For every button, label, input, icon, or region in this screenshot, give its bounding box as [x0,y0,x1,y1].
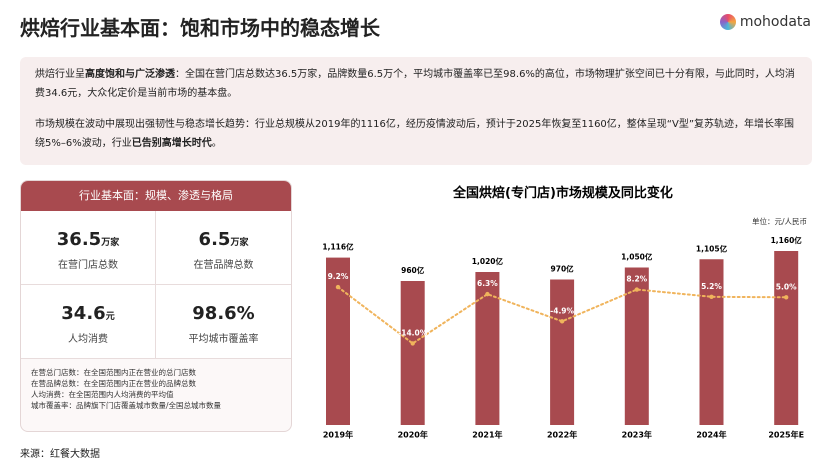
bar-value-label: 1,116亿 [322,242,354,252]
growth-label: 5.2% [701,282,722,291]
growth-label: 8.2% [626,275,647,284]
note: 城市覆盖率：品牌旗下门店覆盖城市数量/全国总城市数量 [31,401,222,410]
stat-value: 36.5 [56,229,102,250]
growth-point [335,284,341,290]
growth-point [784,295,789,300]
text: 烘焙行业呈 [35,69,85,80]
bar-value-label: 1,160亿 [771,235,803,245]
bar-value-label: 1,105亿 [696,243,728,253]
stat-cell: 6.5万家在营品牌总数 [156,211,291,285]
bar-value-label: 1,050亿 [621,252,653,262]
x-tick-label: 2022年 [547,430,577,440]
chart-title: 全国烘焙(专门店)市场规模及同比变化 [452,185,673,201]
bar [774,251,799,425]
bar-value-label: 1,020亿 [472,256,504,266]
growth-label: 5.0% [776,282,797,291]
bar [326,257,350,425]
stat-label: 在营门店总数 [58,260,118,271]
growth-label: -14.0% [398,328,428,337]
note: 在营总门店数：在全国范围内正在营业的总门店数 [31,368,196,377]
x-tick-label: 2024年 [696,430,726,440]
text: ：全国在营门店总数达36.5万家，品牌数量6.5万个，平均城市覆盖率已至98.6… [35,69,795,99]
note: 人均消费：在全国范围内人均消费的平均值 [31,390,174,399]
unit-note: 单位：元/人民币 [752,216,807,226]
x-tick-label: 2023年 [622,430,652,440]
bar [400,281,425,425]
stat-value-row: 34.6元 [21,303,155,324]
page-title: 烘焙行业基本面：饱和市场中的稳态增长 [20,16,380,40]
summary-box: 烘焙行业呈高度饱和与广泛渗透：全国在营门店总数达36.5万家，品牌数量6.5万个… [20,57,812,165]
growth-point [559,319,565,324]
paragraph: 市场规模在波动中展现出强韧性与稳态增长趋势：行业总规模从2019年的1116亿，… [35,115,797,153]
x-tick-label: 2025年E [768,430,804,440]
x-tick-label: 2021年 [472,430,502,440]
bar [550,279,575,425]
stat-cell: 34.6元人均消费 [21,285,156,359]
bold-text: 高度饱和与广泛渗透 [85,69,175,80]
stat-value-row: 6.5万家 [156,229,291,250]
growth-point [485,291,490,297]
paragraph: 烘焙行业呈高度饱和与广泛渗透：全国在营门店总数达36.5万家，品牌数量6.5万个… [35,65,797,103]
bar [699,259,724,425]
logo-icon [719,14,736,30]
text: 。 [211,138,222,149]
stat-cell: 98.6% 平均城市覆盖率 [156,285,291,359]
stat-value: 98.6% [192,303,255,324]
stat-label: 人均消费 [68,334,108,345]
stat-label: 平均城市覆盖率 [188,334,259,345]
stat-value: 34.6 [61,303,106,324]
note: 在营品牌总数：在全国范围内正在营业的品牌总数 [31,379,196,388]
stats-grid: 36.5万家 在营门店总数 6.5万家 在营品牌总数 34.6元 人均消费 98.6% 平均城… [21,211,291,359]
x-tick-label: 2020年 [398,430,428,440]
growth-label: 9.2% [328,272,349,281]
stat-label: 在营品牌总数 [193,260,254,271]
bold-text: 已告别高增长时代 [131,138,212,149]
stat-unit: 万家 [101,238,120,248]
bar-value-label: 960亿 [401,265,425,275]
stats-card: 行业基本面：规模、渗透与格局 36.5万家 在营门店总数 6.5万家 在营品牌总数 34… [20,180,292,432]
stat-value-row: 98.6% [156,303,291,324]
x-tick-label: 2019年 [323,430,353,440]
growth-label: -4.9% [550,306,574,315]
card-title: 行业基本面：规模、渗透与格局 [21,181,291,211]
text: 市场规模在波动中展现出强韧性与稳态增长趋势：行业总规模从2019年的1116亿，… [35,119,794,149]
logo: mohodata [719,14,811,30]
growth-point [410,341,415,346]
chart: 全国烘焙(专门店)市场规模及同比变化 单位：元/人民币 2019年 2020年 20… [322,185,807,440]
stat-value-row: 36.5万家 [21,229,155,250]
stat-value: 6.5 [198,229,231,250]
stat-unit: 元 [105,312,115,322]
growth-point [709,294,714,299]
bar-value-label: 970亿 [551,264,575,274]
growth-label: 6.3% [477,279,498,288]
source: 来源：红餐大数据 [20,449,100,460]
notes: 在营总门店数：在全国范围内正在营业的总门店数 在营品牌总数：在全国范围内正在营业的… [21,359,291,419]
growth-point [634,287,639,292]
logo-text: mohodata [739,14,811,30]
stat-unit: 万家 [230,238,249,248]
stat-cell: 36.5万家在营门店总数 [21,211,156,285]
